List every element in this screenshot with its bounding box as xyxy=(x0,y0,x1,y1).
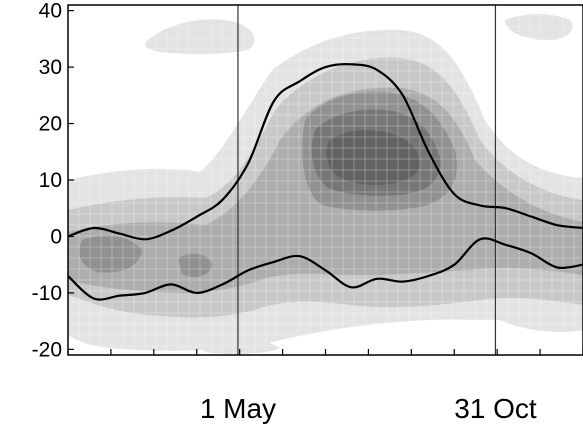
y-tick-label: 0 xyxy=(50,225,62,248)
y-tick-label: -10 xyxy=(32,282,62,305)
axes xyxy=(67,4,583,356)
grid-texture xyxy=(68,5,583,355)
shade-level-1-top-blob xyxy=(144,19,255,55)
shade-level-6-core xyxy=(326,130,420,185)
y-tick-label: 20 xyxy=(39,113,62,136)
shade-level-1-top-right-blob xyxy=(505,14,573,40)
contour-shading xyxy=(68,14,583,354)
y-tick-label: 10 xyxy=(39,169,62,192)
y-tick-label: 30 xyxy=(39,56,62,79)
y-tick-label: 40 xyxy=(39,0,62,23)
shade-level-4-mid-blob xyxy=(178,253,213,278)
shade-level-4-left-blob xyxy=(79,235,142,273)
curve-1 xyxy=(68,63,583,241)
y-tick-label: -20 xyxy=(32,338,62,361)
labels: 40 30 20 10 0 -10 -20 1 May 31 Oct xyxy=(32,0,537,424)
curve-2 xyxy=(68,237,583,301)
date-label-2: 31 Oct xyxy=(454,393,537,424)
curves xyxy=(68,63,583,301)
date-label-1: 1 May xyxy=(200,393,276,424)
shade-level-1-bottom-blob xyxy=(200,337,280,354)
